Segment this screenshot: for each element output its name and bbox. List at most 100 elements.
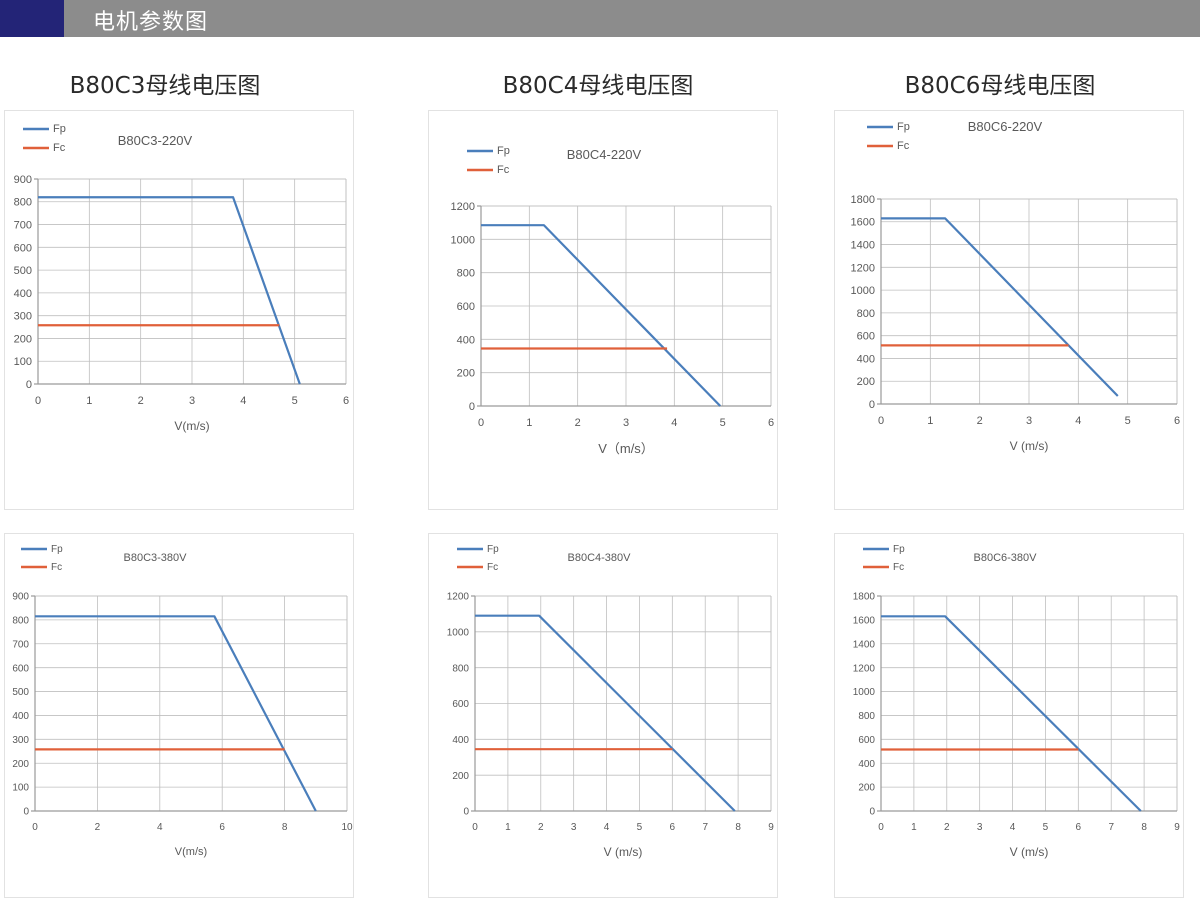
y-tick-label: 400	[457, 334, 475, 346]
y-tick-label: 600	[457, 301, 475, 313]
chart-title: B80C3-380V	[124, 552, 188, 564]
chart-card-b80c4-380v: 0 200 400 600 800 1000 1200 0 1 2 3 4 5 6 7 8 9 Fp Fc B80C4…	[428, 533, 778, 898]
chart-card-b80c6-380v: 0 200 400 600 800 1000 1200 1400 1600 1800 0 1 2 3 4 5 6…	[834, 533, 1184, 898]
chart-card-b80c6-220v: 0 200 400 600 800 1000 1200 1400 1600 1800 0 1 2 3 4 5 6…	[834, 110, 1184, 510]
legend-label-fp: Fp	[897, 121, 910, 133]
y-tick-label: 200	[14, 333, 32, 345]
x-tick-label: 0	[878, 415, 884, 427]
x-tick-label: 3	[571, 822, 577, 833]
series-line-fp	[881, 217, 1119, 397]
x-tick-label: 5	[1043, 822, 1049, 833]
x-tick-label: 7	[1108, 822, 1114, 833]
x-tick-label: 6	[1174, 415, 1180, 427]
chart-title: B80C4-380V	[568, 552, 632, 564]
x-axis-label: V (m/s)	[604, 845, 643, 859]
legend-label-fp: Fp	[51, 544, 63, 555]
legend-label-fp: Fp	[497, 145, 510, 157]
legend-label-fp: Fp	[487, 544, 499, 555]
y-tick-label: 0	[869, 399, 875, 411]
section-title-b80c6: B80C6母线电压图	[904, 73, 1096, 99]
y-tick-label: 900	[12, 592, 29, 603]
y-tick-label: 300	[12, 735, 29, 746]
x-tick-label: 1	[86, 395, 92, 407]
legend-label-fc: Fc	[487, 562, 498, 573]
x-tick-label: 4	[1075, 415, 1081, 427]
y-tick-label: 600	[14, 242, 32, 254]
y-tick-label: 1600	[851, 217, 875, 229]
chart-plot-b80c3-380v: 0 100 200 300 400 500 600 700 800 900 0 2 4 6 8 10 Fp Fc B…	[12, 544, 353, 858]
legend-label-fp: Fp	[893, 544, 905, 555]
y-tick-label: 600	[858, 735, 875, 746]
legend-label-fc: Fc	[893, 562, 904, 573]
x-tick-label: 3	[1026, 415, 1032, 427]
section-title-b80c3: B80C3母线电压图	[69, 73, 261, 99]
x-tick-label: 5	[637, 822, 643, 833]
y-tick-label: 400	[858, 759, 875, 770]
series-line-fp	[481, 224, 722, 407]
chart-plot-b80c3-220v: 0 100 200 300 400 500 600 700 800 900 0 1 2 3 4 5 6 Fp Fc B…	[14, 123, 349, 433]
chart-plot-b80c6-220v: 0 200 400 600 800 1000 1200 1400 1600 1800 0 1 2 3 4 5 6…	[851, 119, 1181, 453]
chart-plot-b80c4-380v: 0 200 400 600 800 1000 1200 0 1 2 3 4 5 6 7 8 9 Fp Fc B80C4…	[447, 544, 774, 859]
y-tick-label: 800	[12, 615, 29, 626]
chart-title: B80C3-220V	[118, 133, 193, 148]
y-tick-label: 200	[452, 771, 469, 782]
y-tick-label: 200	[12, 759, 29, 770]
x-tick-label: 2	[138, 395, 144, 407]
chart-title: B80C6-220V	[968, 119, 1043, 134]
x-tick-label: 4	[240, 395, 246, 407]
chart-plot-b80c4-220v: 0 200 400 600 800 1000 1200 0 1 2 3 4 5 6 Fp Fc B80C4-22…	[451, 145, 775, 456]
x-tick-label: 1	[526, 417, 532, 429]
y-tick-label: 100	[14, 356, 32, 368]
y-tick-label: 200	[457, 368, 475, 380]
y-tick-label: 800	[457, 268, 475, 280]
y-tick-label: 1000	[851, 285, 875, 297]
x-tick-label: 2	[575, 417, 581, 429]
series-line-fp	[881, 615, 1142, 812]
x-tick-label: 0	[35, 395, 41, 407]
y-tick-label: 1400	[853, 639, 876, 650]
x-tick-label: 9	[768, 822, 774, 833]
x-tick-label: 6	[1076, 822, 1082, 833]
legend-label-fc: Fc	[53, 142, 66, 154]
y-tick-label: 500	[14, 265, 32, 277]
y-tick-label: 0	[469, 401, 475, 413]
y-tick-label: 0	[463, 807, 469, 818]
x-tick-label: 4	[1010, 822, 1016, 833]
x-tick-label: 2	[944, 822, 950, 833]
chart-card-b80c4-220v: 0 200 400 600 800 1000 1200 0 1 2 3 4 5 6 Fp Fc B80C4-22…	[428, 110, 778, 510]
x-tick-label: 8	[282, 822, 288, 833]
x-axis-label: V (m/s)	[1010, 845, 1049, 859]
y-tick-label: 1000	[447, 627, 470, 638]
page-title: 电机参数图	[93, 10, 209, 35]
x-tick-label: 8	[1141, 822, 1147, 833]
y-tick-label: 1000	[451, 234, 475, 246]
y-tick-label: 1200	[853, 663, 876, 674]
y-tick-label: 200	[858, 783, 875, 794]
y-tick-label: 700	[12, 639, 29, 650]
x-tick-label: 0	[878, 822, 884, 833]
x-tick-label: 4	[604, 822, 610, 833]
x-tick-label: 10	[341, 822, 353, 833]
chart-plot-b80c6-380v: 0 200 400 600 800 1000 1200 1400 1600 1800 0 1 2 3 4 5 6…	[853, 544, 1180, 859]
x-axis-label: V(m/s)	[175, 846, 207, 858]
y-tick-label: 1200	[447, 592, 470, 603]
y-tick-label: 800	[857, 308, 875, 320]
section-title-b80c4: B80C4母线电压图	[502, 73, 694, 99]
legend-label-fc: Fc	[897, 140, 910, 152]
x-tick-label: 6	[768, 417, 774, 429]
page-header-bar: 电机参数图	[0, 0, 1200, 37]
y-tick-label: 0	[23, 807, 29, 818]
y-tick-label: 400	[452, 735, 469, 746]
x-axis-label: V（m/s）	[598, 441, 654, 456]
x-tick-label: 2	[977, 415, 983, 427]
legend-label-fc: Fc	[497, 164, 510, 176]
y-tick-label: 400	[12, 711, 29, 722]
header-accent-block	[0, 0, 64, 37]
legend-label-fc: Fc	[51, 562, 62, 573]
y-tick-label: 600	[857, 331, 875, 343]
y-tick-label: 400	[14, 288, 32, 300]
y-tick-label: 0	[26, 379, 32, 391]
chart-card-b80c3-380v: 0 100 200 300 400 500 600 700 800 900 0 2 4 6 8 10 Fp Fc B…	[4, 533, 354, 898]
series-line-fp	[38, 196, 301, 385]
x-tick-label: 1	[505, 822, 511, 833]
